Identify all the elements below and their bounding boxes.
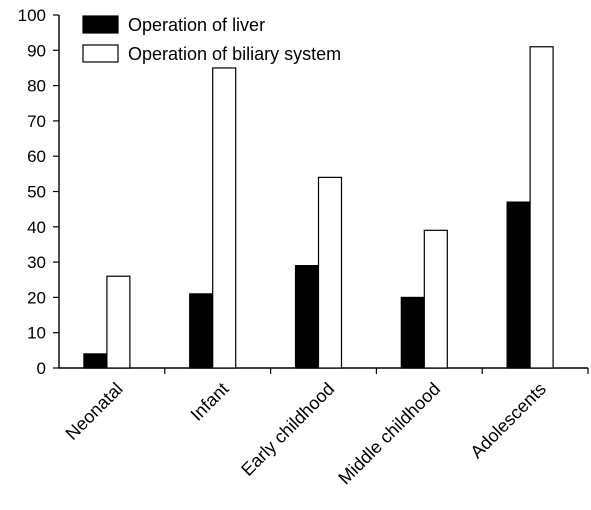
bar-biliary — [423, 229, 448, 369]
x-tick-label: Middle childhood — [334, 379, 444, 489]
legend-swatch-biliary — [82, 44, 119, 63]
bar-biliary — [529, 46, 554, 369]
y-tick-label: 80 — [27, 77, 46, 96]
y-tick-label: 40 — [27, 218, 46, 237]
x-tick-label: Infant — [187, 379, 233, 425]
bar-biliary — [106, 275, 131, 369]
y-tick-label: 20 — [27, 288, 46, 307]
y-tick-label: 60 — [27, 147, 46, 166]
bar-liver — [189, 293, 214, 369]
legend-label-liver: Operation of liver — [128, 15, 265, 35]
y-tick-label: 90 — [27, 41, 46, 60]
y-tick-label: 100 — [18, 6, 46, 25]
y-tick-label: 70 — [27, 112, 46, 131]
legend: Operation of liver Operation of biliary s… — [82, 15, 341, 64]
bar-biliary — [212, 67, 237, 369]
bar-liver — [83, 353, 108, 369]
y-tick-label: 10 — [27, 324, 46, 343]
x-tick-label: Adolescents — [466, 379, 549, 462]
y-tick-label: 30 — [27, 253, 46, 272]
bar-biliary — [317, 176, 343, 369]
y-tick-label: 0 — [37, 359, 46, 378]
bar-liver — [400, 296, 425, 369]
axes-group: 0 10 20 30 40 50 60 70 80 90 100 Neonatal Infant Earl… — [18, 6, 589, 489]
x-tick-label: Neonatal — [62, 379, 127, 444]
bar-liver — [506, 201, 531, 369]
legend-label-biliary: Operation of biliary system — [128, 44, 341, 64]
legend-swatch-liver — [82, 15, 119, 34]
bar-liver — [294, 265, 320, 369]
y-tick-label: 50 — [27, 183, 46, 202]
x-tick-label: Early childhood — [237, 379, 338, 480]
bars-group — [83, 46, 554, 369]
